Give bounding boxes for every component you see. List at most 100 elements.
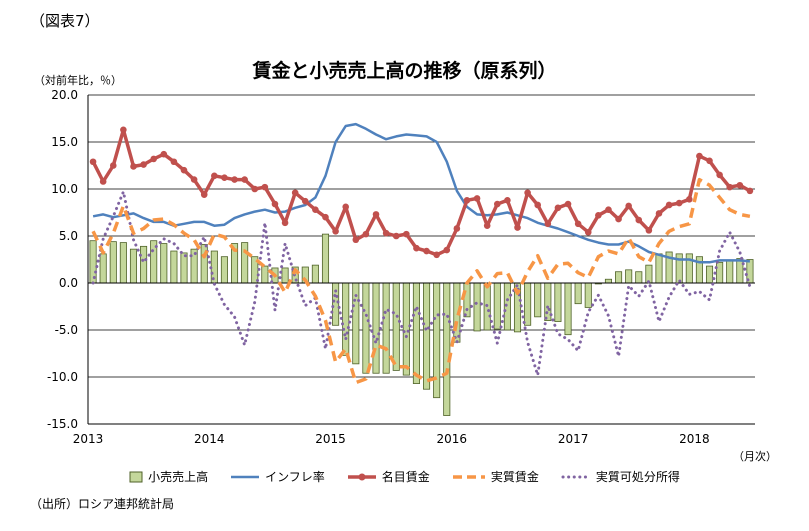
bar [716,261,724,284]
figure-label: （図表7） [30,12,100,30]
bar [362,282,370,374]
y-tick-label: 10.0 [51,182,78,196]
bar [99,253,107,284]
marker-nominal-wage [281,219,289,227]
bar [604,278,612,284]
marker-nominal-wage [89,158,97,166]
marker-nominal-wage [675,199,683,207]
legend-label: 小売売上高 [148,470,209,484]
legend-item-nominal-wage: 名目賃金 [347,468,430,485]
x-tick-label: 2017 [558,432,589,446]
marker-nominal-wage [291,189,299,197]
bar-series [89,233,754,416]
legend-swatch-line [231,475,260,478]
marker-nominal-wage [736,181,744,189]
marker-nominal-wage [544,220,552,228]
marker-nominal-wage [301,197,309,205]
x-tick-label: 2013 [73,432,104,446]
bar [241,242,249,284]
marker-nominal-wage [696,152,703,160]
marker-nominal-wage [241,176,248,183]
legend-label: 名目賃金 [381,470,430,484]
bar [615,271,623,284]
chart-title: 賃金と小売売上高の推移（原系列） [252,60,557,82]
marker-nominal-wage [231,176,238,183]
marker-nominal-wage [645,227,653,234]
marker-nominal-wage [473,195,481,202]
bar [109,241,117,284]
x-tick-labels: 2013 2014 2015 2016 2017 2018 [73,432,710,446]
marker-nominal-wage [170,158,178,166]
marker-nominal-wage [665,201,673,209]
bar [311,264,319,284]
legend-label: 実質可処分所得 [595,470,680,484]
legend: 小売売上高 インフレ率 名目賃金 実質賃金 実質可処分所得 [0,468,809,485]
y-tick-label: 0.0 [59,276,78,290]
x-tick-label: 2016 [437,432,468,446]
bar [180,252,188,284]
bar [574,282,582,305]
marker-nominal-wage [686,196,693,203]
marker-nominal-wage [595,212,602,219]
marker-nominal-wage [625,202,632,210]
marker-nominal-wage [342,203,350,211]
y-tick-label: 15.0 [51,135,78,149]
x-tick-label: 2014 [194,432,225,446]
bar [392,282,400,371]
bar [554,282,562,322]
bar [736,258,744,284]
marker-nominal-wage [504,196,511,204]
bar [534,282,542,318]
bar [463,282,471,318]
line-inflation [92,122,751,264]
legend-label: 実質賃金 [490,470,539,484]
marker-nominal-wage [221,174,228,182]
bar [412,282,420,384]
marker-nominal-wage [413,244,420,252]
bar [635,271,643,284]
bar [433,282,441,399]
bar [705,265,714,284]
bar [321,233,330,284]
bar [382,282,390,374]
marker-nominal-wage [160,150,168,158]
bar [170,250,178,284]
marker-nominal-wage [382,229,390,237]
marker-nominal-wage [433,251,440,259]
y-tick-label: 20.0 [51,88,78,102]
marker-nominal-wage [392,232,400,240]
legend-item-inflation: インフレ率 [230,468,325,485]
legend-label: インフレ率 [265,470,325,484]
y-tick-label: 5.0 [59,229,78,243]
marker-nominal-wage [332,228,339,235]
y-axis-unit: （対前年比，％） [34,74,122,87]
bar [140,245,148,284]
x-tick-label: 2018 [679,432,710,446]
marker-nominal-wage [403,230,410,238]
bar [342,282,350,356]
marker-nominal-wage [261,183,269,191]
marker-nominal-wage [605,206,612,213]
bar [685,253,693,284]
marker-nominal-wage [524,189,531,197]
marker-nominal-wage [514,224,521,231]
marker-nominal-wage [635,216,643,224]
marker-nominal-wage [120,126,127,134]
marker-nominal-wage [615,215,622,223]
marker-nominal-wage [564,200,572,208]
legend-swatch-dot [561,475,591,478]
line-real-disposable-income [91,186,752,376]
source-note: （出所）ロシア連邦統計局 [30,497,175,511]
bar [261,265,269,284]
bar [281,267,289,284]
marker-nominal-wage [746,187,754,195]
bar [493,282,501,330]
bar [655,253,663,284]
bar [625,269,633,284]
legend-item-real-disposable-income: 実質可処分所得 [561,468,680,485]
bar [423,282,431,390]
y-tick-label: -15.0 [47,417,78,431]
bar [473,282,481,332]
marker-nominal-wage [726,183,734,191]
